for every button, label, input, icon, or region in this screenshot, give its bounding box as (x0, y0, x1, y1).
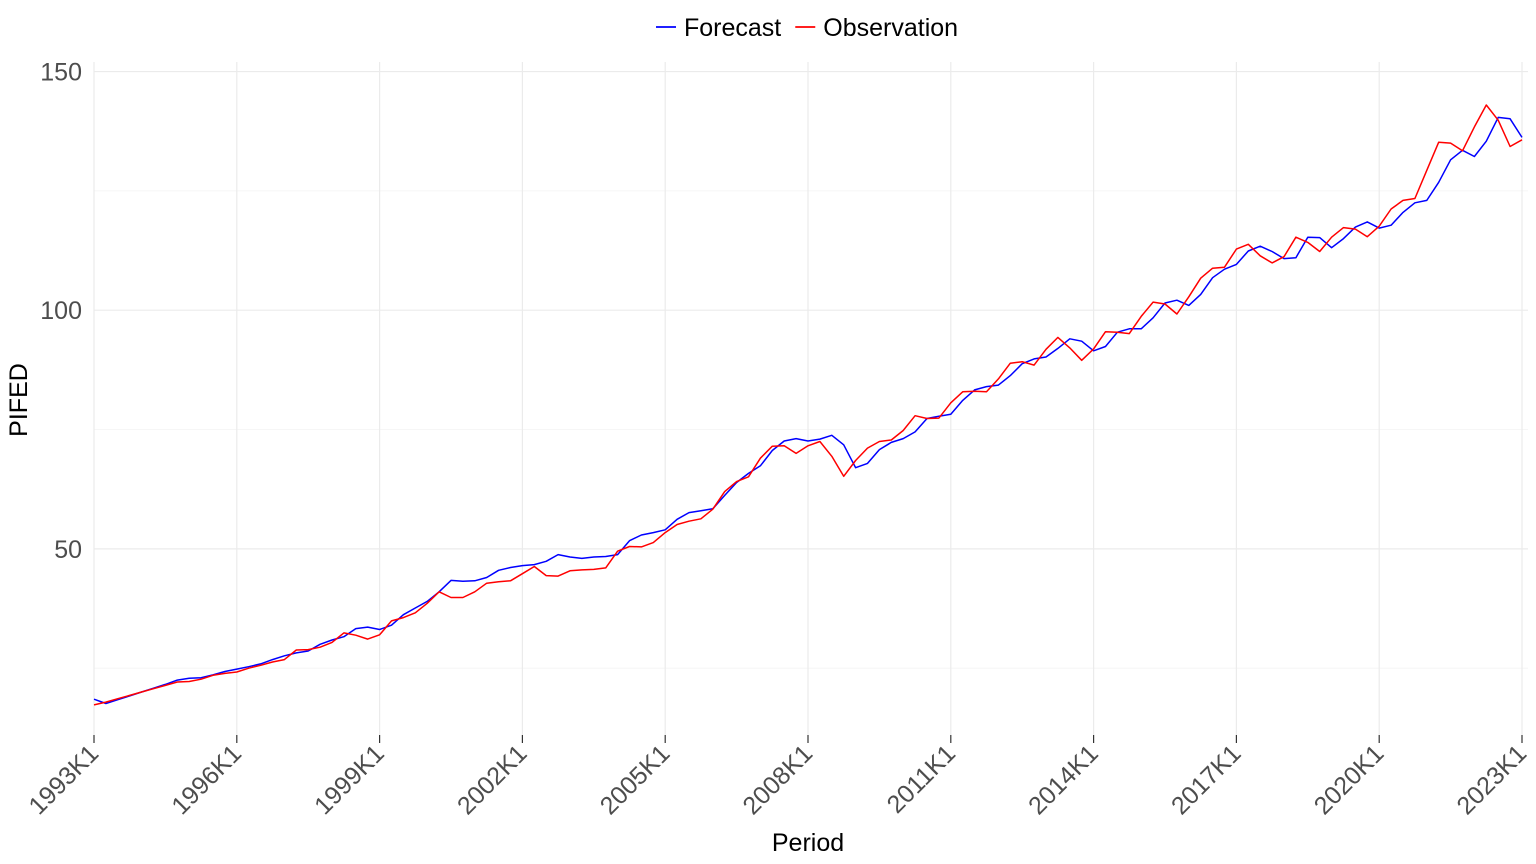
x-tick-label: 2017K1 (1166, 739, 1247, 820)
x-tick-label: 2005K1 (595, 739, 676, 820)
grid-lines (93, 62, 1528, 735)
x-tick-label: 2011K1 (882, 739, 961, 818)
y-axis-title: PIFED (5, 363, 33, 437)
x-tick-label: 2002K1 (452, 739, 533, 820)
axes: 50 100 150 1993K1 1996K1 1999K1 2002K1 2005K1 20… (23, 59, 1532, 821)
series-lines (93, 104, 1523, 706)
legend-label-observation: Observation (823, 14, 958, 42)
series-line-forecast (93, 116, 1523, 705)
y-tick-label: 100 (40, 297, 82, 325)
x-tick-label: 2023K1 (1451, 739, 1532, 820)
legend-label-forecast: Forecast (684, 14, 781, 42)
x-axis-title: Period (772, 829, 844, 857)
x-tick-label: 2014K1 (1023, 739, 1104, 820)
y-tick-label: 150 (40, 59, 82, 87)
legend: Forecast Observation (656, 14, 958, 42)
x-tick-label: 2020K1 (1309, 739, 1390, 820)
x-tick-label: 1993K1 (23, 739, 104, 820)
y-tick-label: 50 (54, 536, 82, 564)
series-line-observation (93, 104, 1523, 706)
x-tick-label: 1999K1 (309, 739, 390, 820)
x-tick-label: 1996K1 (166, 739, 247, 820)
x-tick-label: 2008K1 (737, 739, 818, 820)
